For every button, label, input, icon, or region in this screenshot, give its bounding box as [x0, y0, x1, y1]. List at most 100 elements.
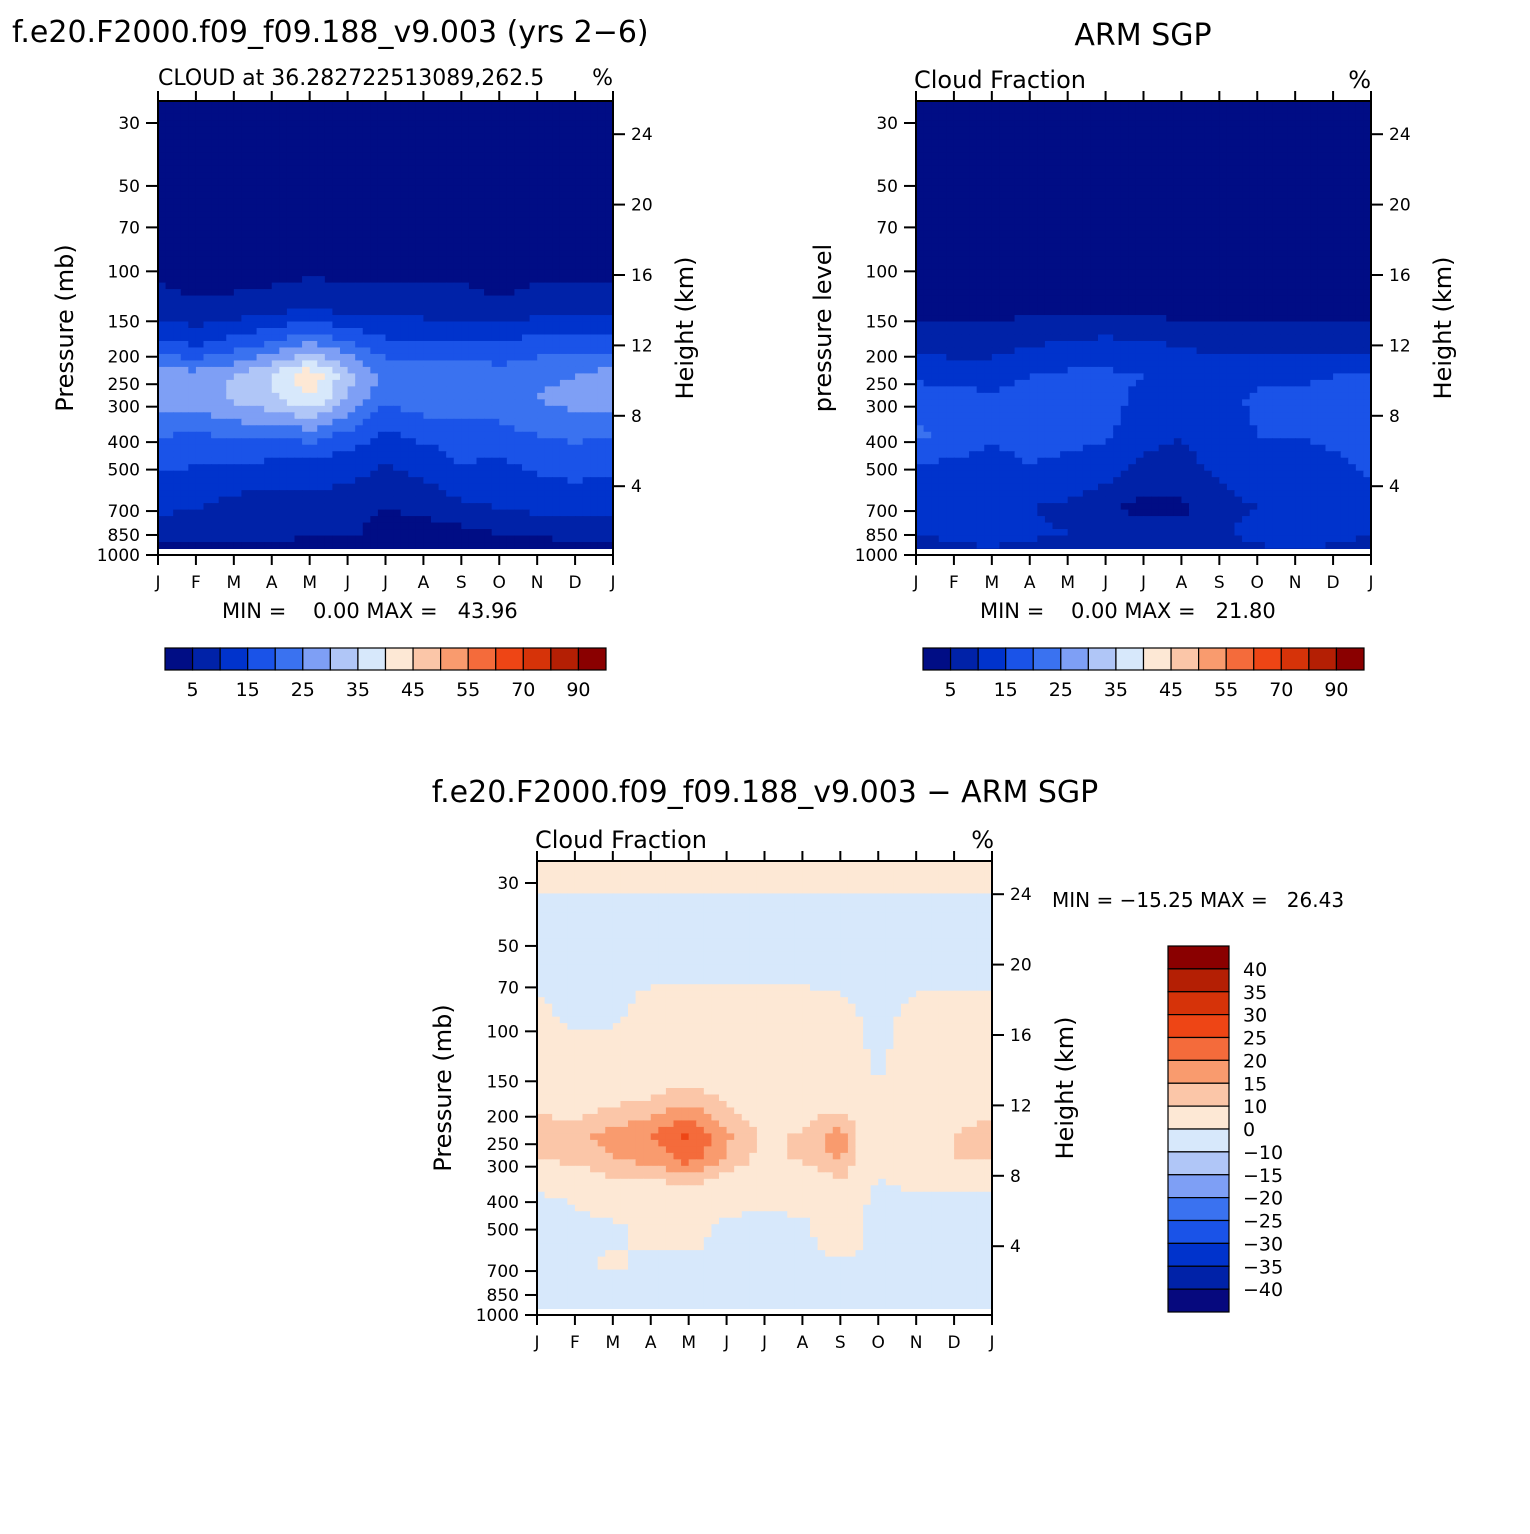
field-cell [219, 114, 227, 121]
field-cell [583, 270, 591, 277]
field-cell [408, 283, 416, 290]
field-cell [408, 464, 416, 471]
field-cell [1257, 140, 1265, 147]
field-cell [173, 367, 181, 374]
field-cell [1242, 140, 1250, 147]
field-cell [340, 425, 348, 432]
field-cell [317, 283, 325, 290]
field-cell [249, 406, 257, 413]
field-cell [279, 516, 287, 523]
field-cell [590, 523, 598, 530]
field-cell [492, 237, 500, 244]
field-cell [492, 386, 500, 393]
field-cell [257, 341, 265, 348]
field-cell [173, 114, 181, 121]
field-cell [1030, 120, 1038, 127]
field-cell [317, 380, 325, 387]
field-cell [370, 341, 378, 348]
field-cell [158, 114, 166, 121]
field-cell [348, 283, 356, 290]
field-cell [1181, 114, 1189, 121]
field-cell [173, 471, 181, 478]
field-cell [196, 445, 204, 452]
field-cell [226, 536, 234, 543]
field-cell [241, 140, 249, 147]
field-cell [295, 406, 303, 413]
field-cell [499, 380, 507, 387]
field-cell [401, 237, 409, 244]
field-cell [446, 263, 454, 270]
field-cell [1212, 166, 1220, 173]
field-cell [1090, 166, 1098, 173]
field-cell [302, 328, 310, 335]
field-cell [158, 263, 166, 270]
field-cell [226, 542, 234, 549]
field-cell [1189, 153, 1197, 160]
field-cell [431, 322, 439, 329]
field-cell [340, 237, 348, 244]
field-cell [158, 296, 166, 303]
field-cell [196, 127, 204, 134]
field-cell [598, 179, 606, 186]
field-cell [477, 289, 485, 296]
field-cell [568, 166, 576, 173]
field-cell [408, 503, 416, 510]
field-cell [219, 432, 227, 439]
field-cell [477, 231, 485, 238]
field-cell [363, 503, 371, 510]
field-cell [241, 172, 249, 179]
field-cell [196, 244, 204, 251]
field-cell [484, 367, 492, 374]
field-cell [598, 244, 606, 251]
field-cell [287, 179, 295, 186]
field-cell [302, 198, 310, 205]
field-cell [378, 484, 386, 491]
field-cell [325, 334, 333, 341]
field-cell [401, 257, 409, 264]
field-cell [211, 399, 219, 406]
field-cell [363, 114, 371, 121]
field-cell [408, 218, 416, 225]
field-cell [454, 114, 462, 121]
field-cell [219, 380, 227, 387]
field-cell [514, 393, 522, 400]
field-cell [332, 172, 340, 179]
field-cell [1318, 166, 1326, 173]
field-cell [598, 412, 606, 419]
field-cell [499, 250, 507, 257]
field-cell [992, 114, 1000, 121]
field-cell [386, 425, 394, 432]
field-cell [1007, 114, 1015, 121]
field-cell [234, 419, 242, 426]
field-cell [408, 510, 416, 517]
field-cell [522, 224, 530, 231]
field-cell [416, 146, 424, 153]
field-cell [416, 237, 424, 244]
field-cell [401, 432, 409, 439]
field-cell [310, 198, 318, 205]
field-cell [552, 322, 560, 329]
field-cell [522, 172, 530, 179]
field-cell [537, 224, 545, 231]
field-cell [423, 179, 431, 186]
field-cell [249, 360, 257, 367]
field-cell [568, 347, 576, 354]
field-cell [454, 367, 462, 374]
field-cell [325, 120, 333, 127]
field-cell [461, 231, 469, 238]
field-cell [370, 373, 378, 380]
field-cell [469, 309, 477, 316]
field-cell [598, 529, 606, 536]
field-cell [1250, 166, 1258, 173]
field-cell [173, 153, 181, 160]
x-tick-label: A [266, 573, 278, 593]
field-cell [196, 484, 204, 491]
field-cell [514, 464, 522, 471]
field-cell [439, 315, 447, 322]
colorbar-box [330, 648, 358, 670]
field-cell [1288, 133, 1296, 140]
field-cell [158, 386, 166, 393]
field-cell [173, 192, 181, 199]
field-cell [1227, 101, 1235, 108]
field-cell [537, 205, 545, 212]
